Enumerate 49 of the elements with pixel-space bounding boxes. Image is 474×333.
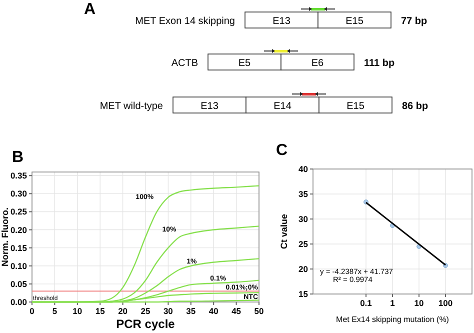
- x-tick-label: 10: [414, 298, 424, 308]
- category-label: MET Exon 14 skipping: [135, 16, 235, 27]
- category-label: 111 bp: [364, 58, 395, 69]
- y-tick-label: 0.25: [10, 206, 28, 217]
- x-tick-label: 0: [30, 306, 35, 316]
- x-tick-label: 25: [140, 306, 150, 316]
- y-tick-label: 0.00: [10, 297, 28, 307]
- chart-title: C: [276, 142, 288, 159]
- text: E15: [346, 16, 364, 27]
- y-tick-label: 40: [298, 164, 308, 174]
- y-axis-title: Ct value: [279, 214, 289, 250]
- category-label: 77 bp: [401, 16, 428, 27]
- y-tick-label: 0.20: [10, 224, 28, 235]
- text: E6: [311, 58, 324, 69]
- y-tick-label: 35: [298, 189, 308, 199]
- x-tick-label: 5: [52, 306, 58, 316]
- x-tick-label: 20: [118, 306, 128, 316]
- y-tick-label: 20: [298, 264, 308, 274]
- category-label: ACTB: [171, 58, 198, 69]
- y-tick-label: 0.10: [10, 260, 28, 271]
- y-tick-label: 30: [298, 214, 308, 224]
- text: E14: [274, 101, 292, 112]
- text: E13: [200, 101, 218, 112]
- y-tick-label: 25: [298, 239, 308, 249]
- x-tick-label: 30: [163, 306, 174, 316]
- y-axis-title: Norm. Fluoro.: [0, 208, 10, 266]
- x-tick-label: 50: [254, 306, 264, 316]
- x-tick-label: 15: [95, 306, 106, 316]
- x-axis-title: PCR cycle: [116, 317, 176, 331]
- text: E13: [272, 16, 290, 27]
- text: A: [84, 1, 96, 18]
- text: E5: [238, 58, 251, 69]
- y-tick-label: 15: [298, 289, 308, 299]
- y-tick-label: 0.05: [10, 278, 28, 289]
- x-tick-label: 100: [438, 298, 453, 308]
- x-tick-label: 35: [186, 306, 196, 316]
- category-label: MET wild-type: [100, 101, 163, 112]
- x-tick-label: 45: [232, 306, 242, 316]
- text: E15: [346, 101, 364, 112]
- x-tick-label: 40: [208, 306, 219, 316]
- y-tick-label: 0.15: [10, 242, 28, 253]
- category-label: 86 bp: [402, 101, 428, 112]
- x-tick-label: 1: [390, 298, 396, 308]
- chart-title: B: [12, 149, 24, 166]
- y-tick-label: 0.30: [10, 188, 28, 199]
- y-tick-label: 0.35: [10, 170, 28, 181]
- x-tick-label: 10: [72, 306, 82, 316]
- x-axis-title: Met Ex14 skipping mutation (%): [336, 315, 450, 324]
- x-tick-label: 0.1: [360, 298, 372, 308]
